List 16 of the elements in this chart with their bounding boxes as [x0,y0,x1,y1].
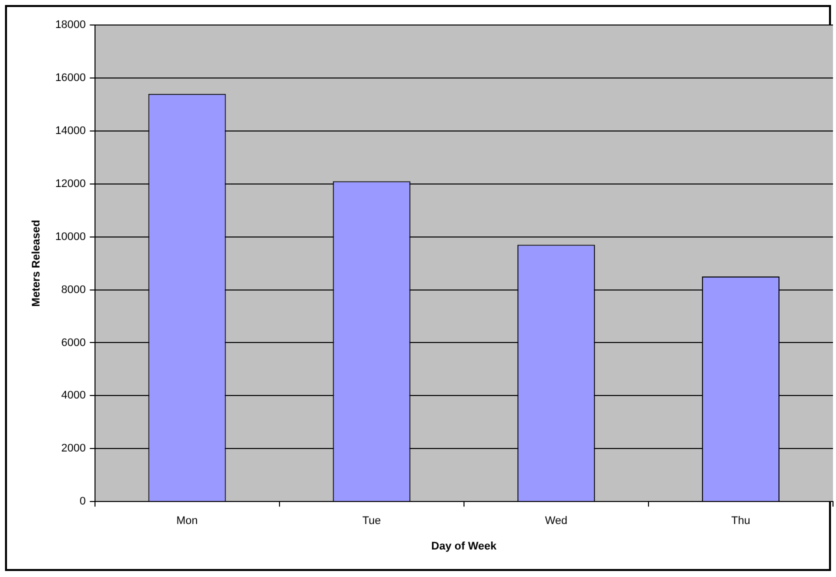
x-tick-label: Mon [176,515,198,528]
x-axis-title: Day of Week [431,540,498,552]
y-tick-label: 10000 [55,230,86,243]
x-tick-label: Thu [731,515,750,528]
y-tick-label: 12000 [55,178,86,190]
x-tick-label: Wed [544,515,568,528]
y-tick-label: 2000 [61,442,86,455]
x-tick-label: Tue [362,515,381,528]
y-tick-label: 8000 [61,284,86,296]
y-tick-label: 0 [80,496,86,508]
y-axis-title: Meters Released [30,220,43,307]
y-tick-label: 14000 [55,124,86,137]
y-tick-label: 18000 [55,19,86,32]
y-tick-label: 6000 [61,336,86,349]
y-tick-label: 4000 [61,390,86,402]
y-tick-label: 16000 [55,72,86,84]
